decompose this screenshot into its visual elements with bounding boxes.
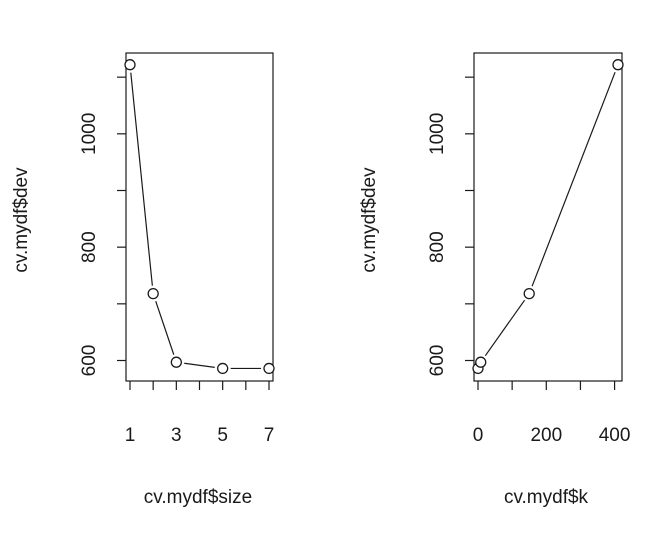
series-line-segment <box>531 71 616 287</box>
data-point <box>263 362 275 375</box>
data-point <box>217 362 229 375</box>
data-point <box>170 356 182 368</box>
y-tick-label: 1000 <box>427 113 448 155</box>
x-tick-label: 0 <box>473 425 484 446</box>
data-point <box>475 356 487 368</box>
y-tick-label: 600 <box>79 345 100 377</box>
y-axis-label: cv.mydf$dev <box>11 167 32 273</box>
series-line-segment <box>184 362 215 368</box>
data-point <box>147 287 159 300</box>
series-line-segment <box>484 299 526 357</box>
data-point <box>523 287 535 300</box>
x-tick-label: 200 <box>530 425 562 446</box>
x-tick-label: 400 <box>599 425 631 446</box>
y-tick-label: 800 <box>79 231 100 263</box>
y-tick-label: 800 <box>427 231 448 263</box>
x-tick-label: 5 <box>217 425 228 446</box>
x-tick-label: 3 <box>171 425 182 446</box>
left-panel: 1 3 5 7 600 800 1000 cv.mydf$size cv.mydf$dev <box>11 52 275 508</box>
x-tick-label: 7 <box>264 425 275 446</box>
plot-frame <box>473 52 623 382</box>
right-panel: 0 200 400 600 800 1000 cv.mydf$k cv.mydf$dev <box>359 52 631 508</box>
data-point <box>124 59 136 71</box>
series-line-segment <box>155 301 175 355</box>
series-line-segment <box>130 72 153 286</box>
y-tick-label: 1000 <box>79 113 100 155</box>
x-axis-label: cv.mydf$k <box>504 487 589 508</box>
y-axis-label: cv.mydf$dev <box>359 167 380 273</box>
x-tick-label: 1 <box>125 425 136 446</box>
y-tick-label: 600 <box>427 345 448 377</box>
plot-frame <box>125 52 274 382</box>
data-point <box>612 59 624 71</box>
x-axis-label: cv.mydf$size <box>144 487 252 508</box>
